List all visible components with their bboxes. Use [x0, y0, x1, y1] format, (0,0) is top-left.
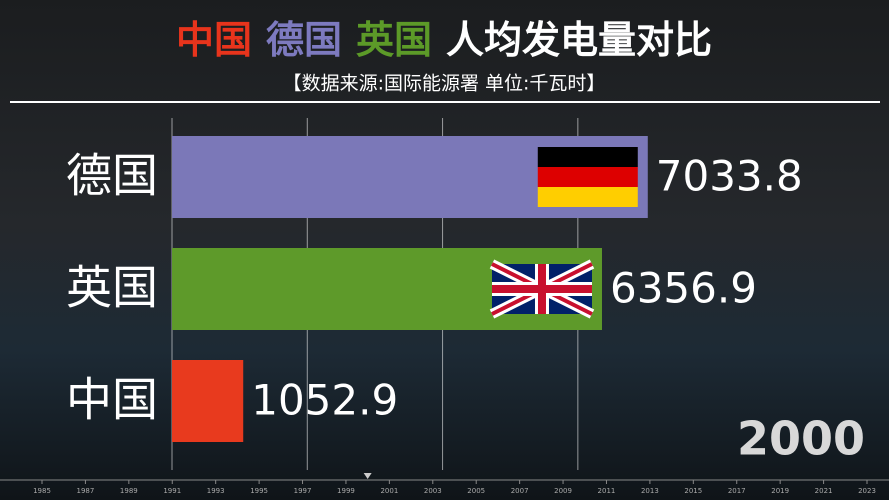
flag-uk — [489, 259, 595, 319]
value-label: 7033.8 — [656, 152, 803, 201]
title-part: 中国 — [176, 18, 252, 62]
timeline-label: 1991 — [163, 487, 181, 495]
timeline-label: 1987 — [77, 487, 95, 495]
category-label: 英国 — [66, 261, 158, 315]
timeline-label: 2011 — [598, 487, 616, 495]
flag-germany — [537, 147, 638, 207]
timeline-label: 2007 — [511, 487, 529, 495]
subtitle: 【数据来源:国际能源署 单位:千瓦时】 — [283, 73, 606, 95]
value-label: 6356.9 — [610, 264, 757, 313]
category-label: 中国 — [66, 373, 158, 427]
timeline-label: 2005 — [467, 487, 485, 495]
timeline-label: 2003 — [424, 487, 442, 495]
bar — [172, 360, 244, 442]
timeline-label: 2019 — [771, 487, 789, 495]
timeline-label: 2001 — [380, 487, 398, 495]
timeline-label: 1989 — [120, 487, 138, 495]
timeline-label: 1993 — [207, 487, 225, 495]
timeline-label: 2023 — [858, 487, 876, 495]
title-part: 英国 — [356, 18, 432, 62]
chart-title: 中国 德国 英国 人均发电量对比 — [176, 18, 712, 62]
title-part: 人均发电量对比 — [446, 18, 712, 62]
timeline-label: 2015 — [684, 487, 702, 495]
timeline-label: 1995 — [250, 487, 268, 495]
value-label: 1052.9 — [251, 376, 398, 425]
timeline-label: 2009 — [554, 487, 572, 495]
timeline-label: 1999 — [337, 487, 355, 495]
title-part: 德国 — [266, 18, 342, 62]
category-label: 德国 — [66, 149, 158, 203]
timeline-label: 1985 — [33, 487, 51, 495]
year-label: 2000 — [737, 412, 865, 466]
timeline-label: 2017 — [728, 487, 746, 495]
timeline-label: 2021 — [815, 487, 833, 495]
timeline-label: 2013 — [641, 487, 659, 495]
timeline: 1985 1987 1989 1991 1993 1995 1997 1999 2001 2003… — [0, 473, 889, 495]
timeline-marker — [363, 473, 372, 479]
timeline-label: 1997 — [294, 487, 312, 495]
